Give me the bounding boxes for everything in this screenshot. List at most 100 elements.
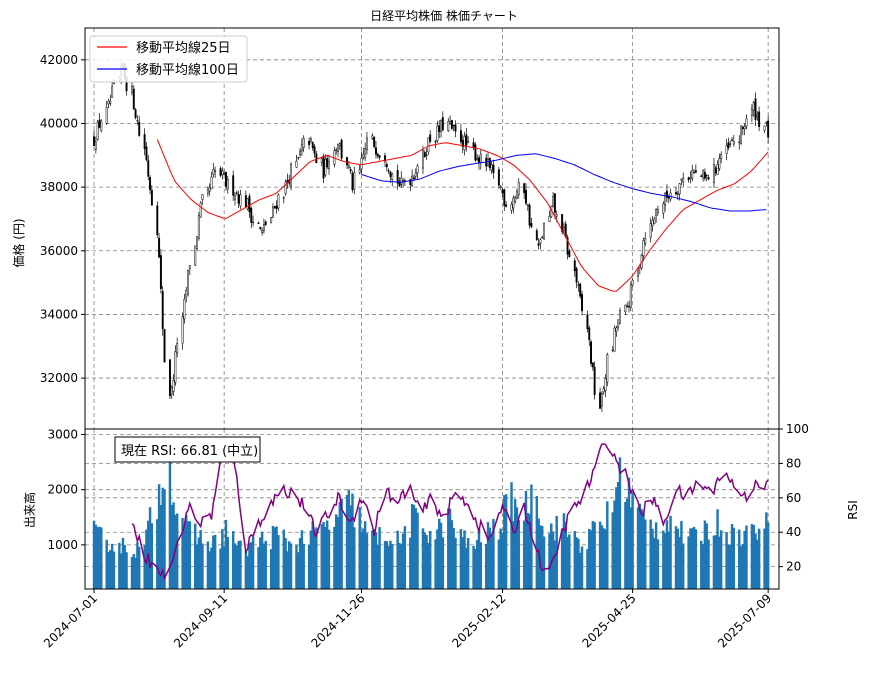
candle-body	[487, 158, 489, 166]
volume-bar	[681, 543, 685, 589]
volume-bar	[315, 527, 318, 589]
candle-body	[158, 237, 161, 258]
candle-body	[297, 157, 300, 159]
volume-bar	[428, 531, 432, 589]
candle-body	[767, 120, 770, 138]
candle-body	[454, 124, 457, 132]
price-ytick-label-1: 34000	[40, 307, 78, 321]
candle-body	[212, 168, 215, 175]
candle	[528, 203, 531, 229]
candle-body	[535, 230, 538, 240]
candle-body	[378, 155, 381, 158]
candle-body	[436, 125, 439, 142]
candle	[299, 148, 302, 158]
candle	[219, 166, 222, 178]
candle-body	[763, 125, 766, 131]
candle-body	[568, 251, 571, 258]
candle	[273, 206, 276, 210]
volume-bar	[680, 520, 683, 589]
candle	[449, 115, 452, 125]
candle	[109, 94, 112, 106]
volume-bar	[577, 538, 580, 589]
ma25-line	[156, 139, 769, 292]
candle	[535, 228, 538, 241]
candle	[337, 143, 339, 158]
volume-bar	[694, 529, 698, 589]
candle	[488, 157, 491, 171]
candle	[257, 221, 260, 225]
candle-body	[512, 197, 515, 209]
candle-body	[553, 193, 556, 213]
volume-bar	[244, 550, 248, 589]
candle-body	[208, 187, 211, 192]
candle-body	[409, 179, 412, 185]
candle-body	[656, 209, 659, 213]
candle	[693, 169, 696, 174]
candle-body	[98, 119, 101, 128]
candle	[340, 138, 343, 161]
candle-body	[111, 86, 114, 98]
volume-ytick-label-0: 1000	[47, 538, 78, 552]
candle-body	[364, 148, 367, 159]
candle	[320, 157, 323, 167]
volume-bar	[539, 525, 542, 589]
volume-bar	[161, 487, 164, 589]
volume-bar	[250, 542, 253, 589]
volume-bar	[707, 539, 710, 589]
candle-body	[725, 144, 728, 155]
candle-body	[389, 171, 392, 177]
volume-bar	[718, 536, 721, 589]
candle	[714, 165, 717, 177]
candle-body	[515, 191, 518, 199]
volume-bar	[662, 530, 665, 589]
volume-bar	[441, 537, 445, 589]
volume-bar	[372, 529, 376, 589]
volume-bar	[125, 552, 128, 589]
volume-bar	[479, 542, 483, 589]
volume-bar	[197, 537, 201, 589]
volume-bar	[170, 504, 173, 589]
volume-bar	[676, 528, 680, 589]
candle	[512, 195, 515, 214]
volume-bar	[477, 528, 481, 589]
candle-body	[96, 122, 99, 140]
candle-body	[562, 227, 565, 231]
volume-bar	[307, 544, 311, 589]
candle	[655, 208, 658, 223]
chart-title: 日経平均株価 株価チャート	[370, 8, 518, 23]
candle	[492, 159, 495, 180]
candle-body	[143, 134, 146, 149]
candle	[111, 80, 114, 98]
candle-body	[373, 136, 376, 147]
candle-body	[239, 194, 242, 207]
volume-bar	[452, 528, 455, 589]
volume-bar	[100, 527, 103, 589]
volume-bar	[766, 522, 770, 589]
candle	[416, 163, 419, 179]
candle-body	[402, 180, 405, 182]
volume-bar	[212, 535, 215, 589]
volume-bar	[340, 498, 343, 589]
volume-bar	[96, 527, 99, 589]
volume-bar	[615, 487, 618, 589]
candle	[313, 143, 316, 158]
candle	[132, 85, 135, 110]
candle-body	[440, 120, 442, 132]
volume-bar	[396, 530, 399, 589]
volume-bar	[578, 552, 582, 589]
volume-bar	[226, 537, 229, 589]
volume-bar	[665, 520, 669, 589]
candle-body	[705, 175, 708, 177]
candle-body	[309, 138, 312, 142]
candle	[581, 290, 583, 316]
candle	[143, 128, 146, 156]
volume-bar	[309, 530, 313, 589]
volume-bar	[589, 530, 593, 589]
candle-body	[425, 154, 428, 156]
candle-body	[423, 151, 426, 157]
volume-bar	[756, 539, 759, 589]
volume-bar	[295, 544, 298, 589]
legend-ma100-label: 移動平均線100日	[136, 62, 239, 78]
candle	[579, 282, 582, 299]
volume-bar	[351, 493, 354, 589]
